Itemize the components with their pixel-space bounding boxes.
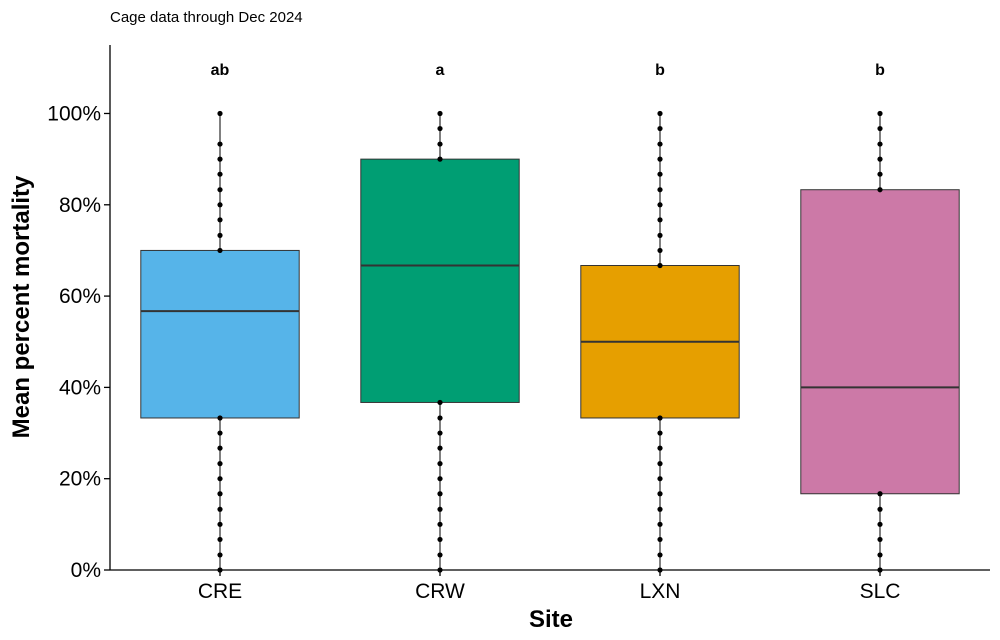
data-point	[877, 506, 883, 512]
data-point	[217, 491, 223, 497]
data-point	[877, 567, 883, 573]
data-point	[657, 536, 663, 543]
y-tick-label: 40%	[59, 376, 101, 399]
data-point	[217, 141, 223, 147]
data-point	[877, 491, 883, 497]
data-point	[217, 171, 223, 177]
data-point	[657, 232, 663, 238]
data-point	[877, 141, 883, 147]
data-point	[657, 491, 663, 497]
data-point	[437, 156, 443, 162]
box-body	[360, 158, 520, 403]
data-point	[437, 461, 443, 467]
data-point	[217, 415, 223, 421]
data-point	[217, 476, 223, 482]
data-point	[217, 156, 223, 162]
data-point	[437, 445, 443, 451]
data-point	[217, 521, 223, 527]
data-point	[217, 232, 223, 238]
data-point	[437, 430, 443, 436]
data-point	[437, 125, 443, 132]
data-point	[437, 415, 443, 421]
data-point	[217, 217, 223, 223]
x-tick-label: CRE	[198, 580, 242, 603]
data-point	[437, 506, 443, 512]
data-point	[657, 141, 663, 147]
data-point	[217, 536, 223, 543]
data-point	[877, 536, 883, 543]
data-point	[217, 202, 223, 208]
data-point	[437, 491, 443, 497]
data-point	[877, 521, 883, 527]
data-point	[877, 552, 883, 558]
data-point	[657, 506, 663, 512]
data-point	[217, 552, 223, 558]
data-point	[657, 187, 663, 193]
data-point	[437, 567, 443, 573]
significance-label: b	[875, 62, 885, 79]
box-body	[140, 249, 300, 419]
data-point	[437, 536, 443, 543]
data-point	[217, 247, 223, 254]
box-body	[800, 189, 960, 495]
data-point	[657, 567, 663, 573]
data-point	[217, 567, 223, 573]
box-cre: ab	[140, 62, 300, 573]
data-point	[657, 430, 663, 436]
box-lxn: b	[580, 62, 740, 573]
x-tick-label: LXN	[640, 580, 681, 603]
data-point	[877, 110, 883, 117]
data-point	[657, 156, 663, 162]
data-point	[657, 262, 663, 269]
data-point	[877, 187, 883, 193]
data-point	[657, 476, 663, 482]
significance-label: ab	[211, 62, 230, 79]
data-point	[877, 125, 883, 132]
box-crw: a	[360, 62, 520, 573]
data-point	[437, 110, 443, 117]
data-point	[657, 202, 663, 208]
data-point	[657, 247, 663, 254]
data-point	[217, 506, 223, 512]
y-axis-title: Mean percent mortality	[8, 175, 35, 438]
data-point	[657, 217, 663, 223]
data-point	[877, 171, 883, 177]
data-point	[437, 476, 443, 482]
x-tick-label: SLC	[860, 580, 901, 603]
y-tick-label: 0%	[71, 559, 101, 582]
data-point	[217, 187, 223, 193]
y-tick-label: 60%	[59, 285, 101, 308]
data-point	[657, 110, 663, 117]
data-point	[437, 552, 443, 558]
data-point	[217, 110, 223, 117]
data-point	[657, 521, 663, 527]
y-tick-label: 80%	[59, 194, 101, 217]
y-tick-label: 100%	[47, 102, 101, 125]
y-tick-label: 20%	[59, 468, 101, 491]
data-point	[657, 552, 663, 558]
data-point	[657, 125, 663, 132]
data-point	[657, 461, 663, 467]
data-point	[217, 461, 223, 467]
data-point	[657, 171, 663, 177]
chart-subtitle: Cage data through Dec 2024	[110, 9, 303, 26]
box-slc: b	[800, 62, 960, 573]
significance-label: a	[436, 62, 445, 79]
data-point	[217, 445, 223, 451]
data-point	[437, 521, 443, 527]
data-point	[437, 399, 443, 406]
x-tick-label: CRW	[415, 580, 465, 603]
data-point	[217, 430, 223, 436]
x-axis-title: Site	[529, 606, 573, 633]
significance-label: b	[655, 62, 665, 79]
data-point	[657, 445, 663, 451]
data-point	[437, 141, 443, 147]
data-point	[657, 415, 663, 421]
data-point	[877, 156, 883, 162]
